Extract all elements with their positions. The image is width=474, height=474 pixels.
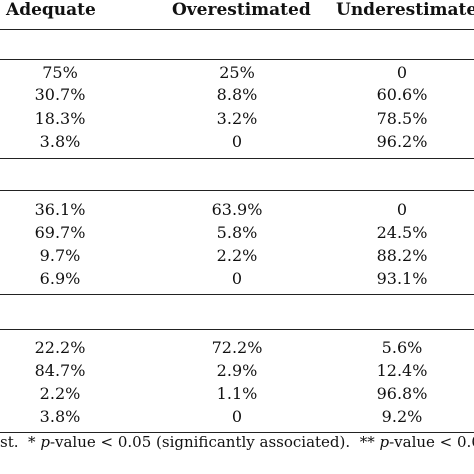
group-2-top-rule (0, 190, 474, 191)
table-cell: 9.7% (39, 246, 81, 265)
table-cell: 3.8% (39, 407, 81, 426)
table-cell: 63.9% (211, 200, 263, 219)
table-cell: 30.7% (34, 85, 86, 104)
group-2-bottom-rule (0, 294, 474, 295)
table-cell: 75% (42, 63, 78, 82)
table-cell: 3.2% (216, 109, 258, 128)
table-cell: 0 (231, 132, 243, 151)
table-cell: 2.2% (39, 384, 81, 403)
table-cell: 0 (231, 269, 243, 288)
group-1-top-rule (0, 59, 474, 60)
table-cell: 84.7% (34, 361, 86, 380)
column-header-underestimated: Underestimated (336, 0, 474, 20)
table-bottom-rule (0, 432, 474, 433)
table-cell: 18.3% (34, 109, 86, 128)
table-cell: 36.1% (34, 200, 86, 219)
table-cell: 3.8% (39, 132, 81, 151)
table-cell: 0 (231, 407, 243, 426)
table-cell: 0 (396, 200, 408, 219)
table-cell: 60.6% (376, 85, 428, 104)
table-cell: 69.7% (34, 223, 86, 242)
table-cell: 72.2% (211, 338, 263, 357)
footnote-star-2: ** (359, 433, 375, 451)
table-cell: 93.1% (376, 269, 428, 288)
table-cell: 12.4% (376, 361, 428, 380)
table-cell: 78.5% (376, 109, 428, 128)
table-cell: 2.9% (216, 361, 258, 380)
table-cell: 24.5% (376, 223, 428, 242)
table-cell: 6.9% (39, 269, 81, 288)
column-header-overestimated: Overestimated (172, 0, 311, 20)
table-footnote: st. * p-value < 0.05 (significantly asso… (0, 432, 474, 452)
table-cell: 9.2% (381, 407, 423, 426)
footnote-p-1: p (40, 433, 50, 451)
table-cell: 5.6% (381, 338, 423, 357)
header-rule (0, 29, 474, 30)
table-cell: 96.2% (376, 132, 428, 151)
table-cell: 5.8% (216, 223, 258, 242)
table-cell: 96.8% (376, 384, 428, 403)
group-1-bottom-rule (0, 158, 474, 159)
footnote-text-2: -value < 0.0 (389, 433, 474, 451)
footnote-text-1: -value < 0.05 (significantly associated)… (49, 433, 351, 451)
group-3-top-rule (0, 329, 474, 330)
table-cell: 8.8% (216, 85, 258, 104)
footnote-lead: st. (0, 433, 19, 451)
table-cell: 88.2% (376, 246, 428, 265)
table-cell: 2.2% (216, 246, 258, 265)
table-cell: 22.2% (34, 338, 86, 357)
table-cell: 0 (396, 63, 408, 82)
table-cell: 1.1% (216, 384, 258, 403)
column-header-adequate: Adequate (6, 0, 96, 20)
footnote-star-1: * (28, 433, 36, 451)
footnote-p-2: p (379, 433, 390, 451)
table-cell: 25% (219, 63, 255, 82)
